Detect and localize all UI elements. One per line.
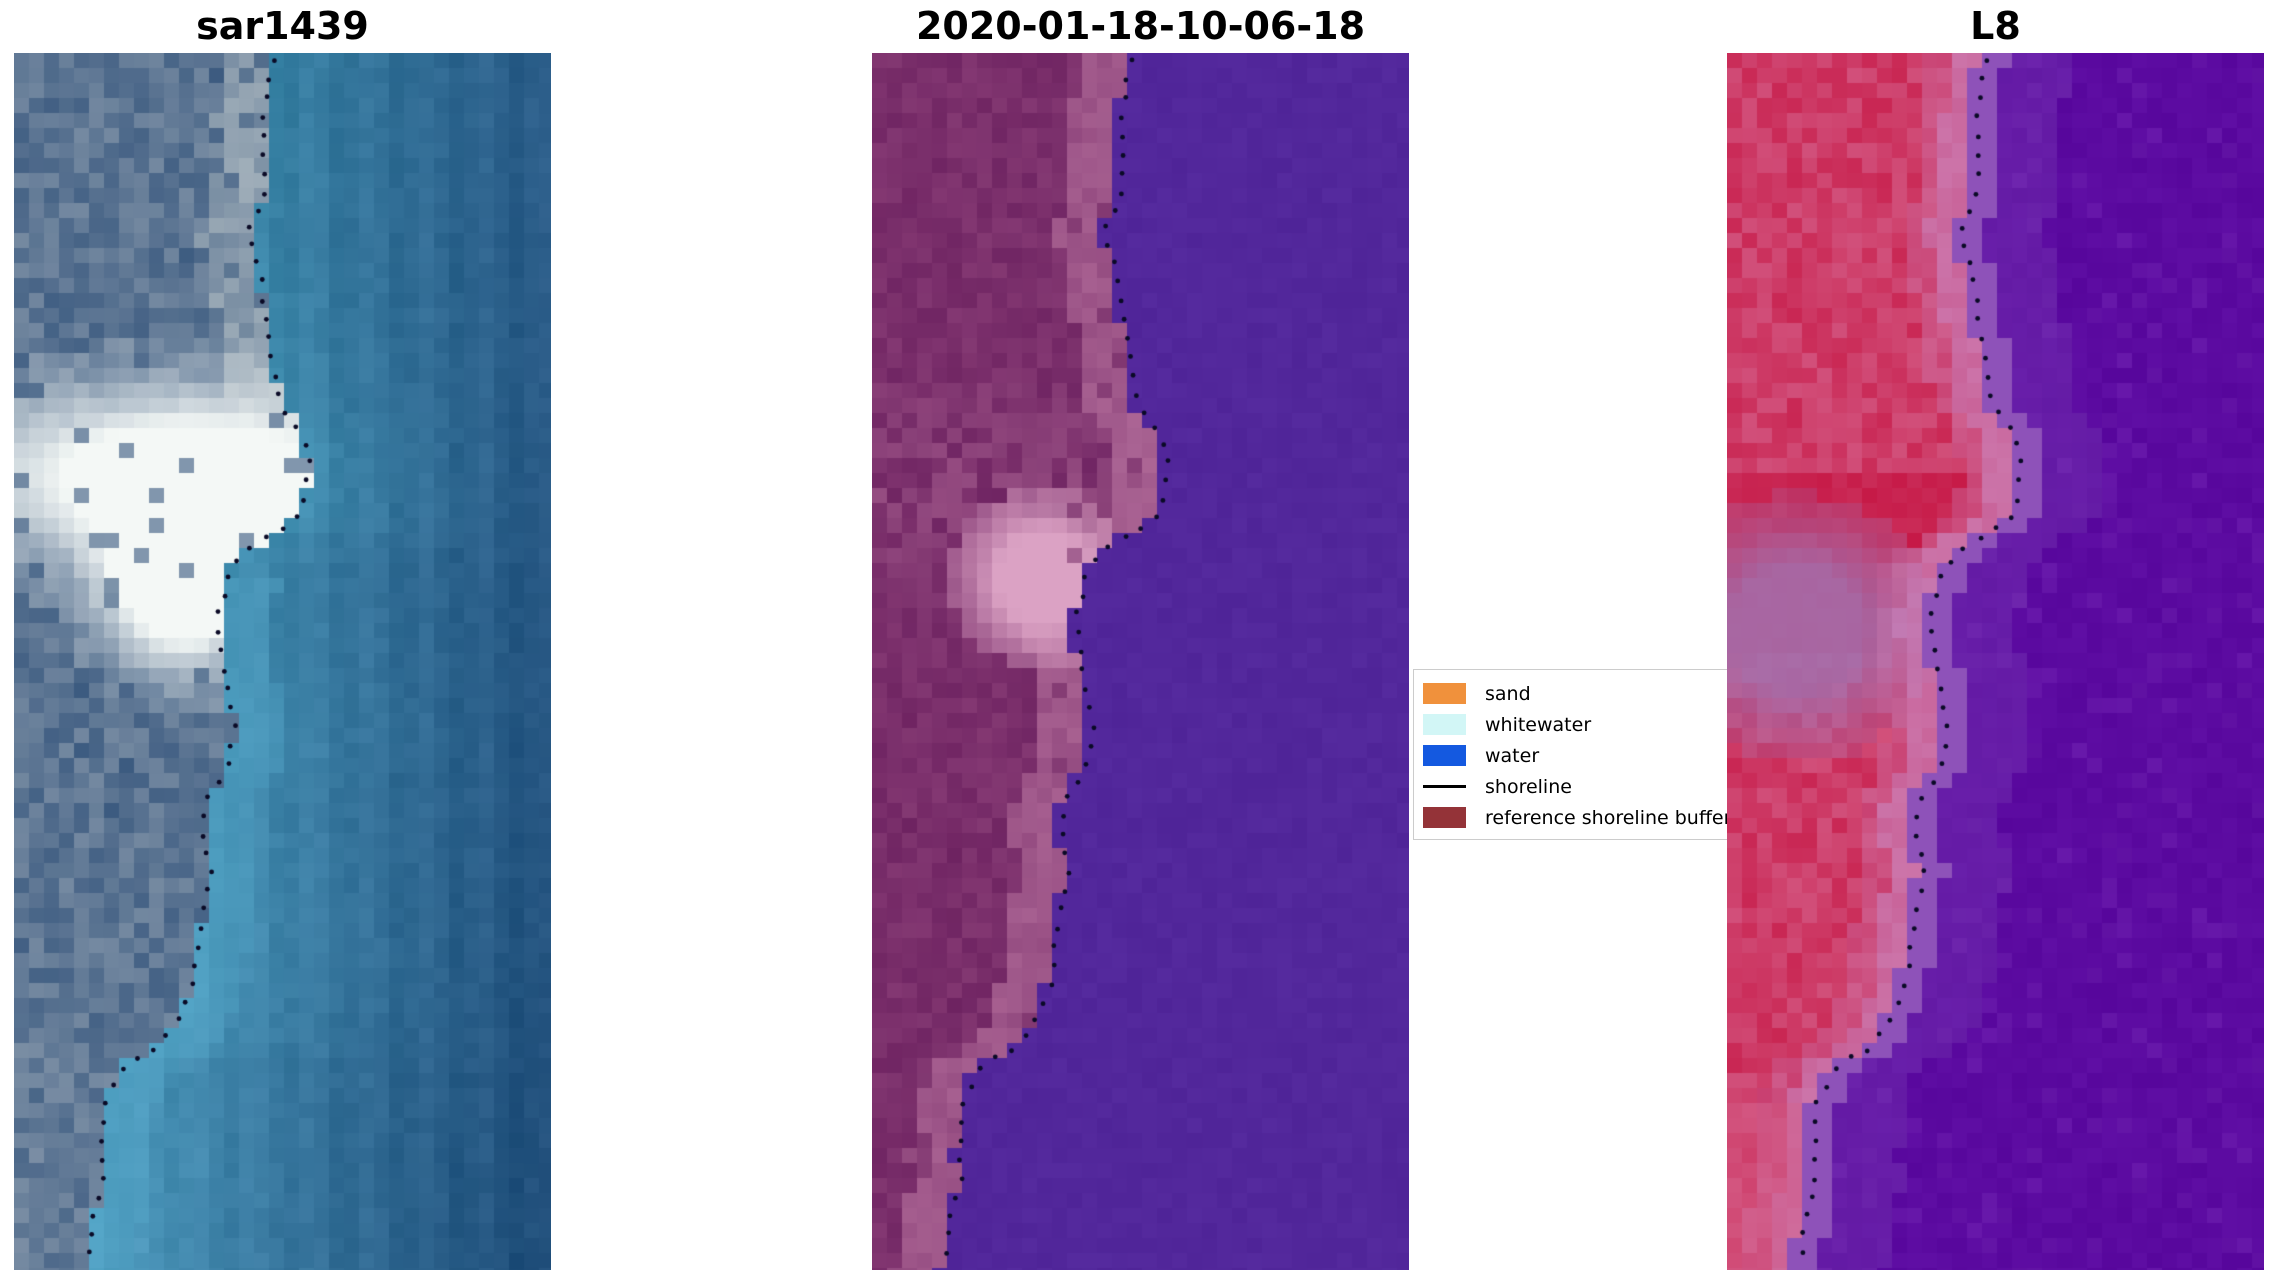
- water-swatch: [1423, 745, 1466, 766]
- legend-item-whitewater: whitewater: [1414, 709, 1854, 740]
- sar-image: [14, 53, 551, 1270]
- sand-swatch: [1423, 683, 1466, 704]
- legend-label: sand: [1485, 682, 1531, 705]
- panel-title-sar: sar1439: [196, 4, 369, 48]
- classified-image: [872, 53, 1409, 1270]
- legend-item-sand: sand: [1414, 678, 1854, 709]
- legend-label: shoreline: [1485, 775, 1572, 798]
- whitewater-swatch: [1423, 714, 1466, 735]
- panel-title-l8: L8: [1970, 4, 2021, 48]
- panel-title-date: 2020-01-18-10-06-18: [915, 4, 1366, 48]
- shoreline-swatch: [1423, 785, 1466, 788]
- legend-item-water: water: [1414, 740, 1854, 771]
- legend-item-shoreline: shoreline: [1414, 771, 1854, 802]
- legend-label: whitewater: [1485, 713, 1592, 736]
- l8-image: [1727, 53, 2264, 1270]
- legend-label: reference shoreline buffer: [1485, 806, 1732, 829]
- reference-buffer-swatch: [1423, 807, 1466, 828]
- legend-item-reference-buffer: reference shoreline buffer: [1414, 802, 1854, 833]
- legend-label: water: [1485, 744, 1540, 767]
